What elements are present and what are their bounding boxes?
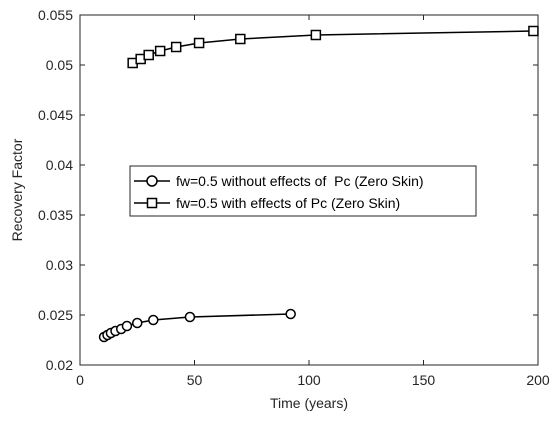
data-point-circle: [132, 317, 143, 329]
x-axis-title: Time (years): [270, 395, 348, 411]
data-point-square: [528, 25, 539, 37]
data-point-square: [170, 41, 182, 53]
legend-box: [129, 165, 477, 217]
legend-label-2: fw=0.5 with effects of Pc (Zero Skin): [176, 195, 400, 211]
x-tick-label: 150: [412, 372, 436, 388]
data-point-square: [235, 33, 246, 45]
y-tick-label: 0.04: [46, 157, 73, 173]
series-layer: [98, 25, 539, 343]
x-tick-label: 50: [187, 372, 203, 388]
x-tick-label: 200: [526, 372, 550, 388]
data-point-square: [154, 45, 166, 57]
legend-label-1: fw=0.5 without effects of Pc (Zero Skin): [176, 173, 424, 189]
x-tick-label: 0: [76, 372, 84, 388]
data-point-circle: [121, 320, 133, 332]
data-point-square: [310, 29, 322, 41]
y-tick-label: 0.055: [38, 7, 73, 23]
data-point-square: [193, 37, 205, 49]
legend-marker-circle: [146, 175, 158, 187]
x-tick-label: 100: [297, 372, 321, 388]
data-point-circle: [184, 311, 196, 323]
y-tick-label: 0.035: [38, 207, 73, 223]
axis-ticks: [79, 14, 539, 366]
legend-marker-square: [146, 197, 158, 209]
data-point-square: [143, 49, 154, 61]
data-point-circle: [148, 314, 159, 326]
data-point-circle: [285, 308, 296, 320]
y-tick-label: 0.025: [38, 307, 73, 323]
y-axis-title: Recovery Factor: [9, 138, 25, 241]
series-2: [127, 25, 539, 69]
y-tick-labels: 0.02 0.025 0.03 0.035 0.04 0.045 0.05 0.055: [38, 7, 73, 373]
series-1: [98, 308, 296, 343]
y-tick-label: 0.02: [46, 357, 73, 373]
x-tick-labels: 0 50 100 150 200: [76, 372, 550, 388]
y-tick-label: 0.03: [46, 257, 73, 273]
y-tick-label: 0.045: [38, 107, 73, 123]
y-tick-label: 0.05: [46, 57, 73, 73]
legend: fw=0.5 without effects of Pc (Zero Skin)…: [129, 165, 477, 217]
